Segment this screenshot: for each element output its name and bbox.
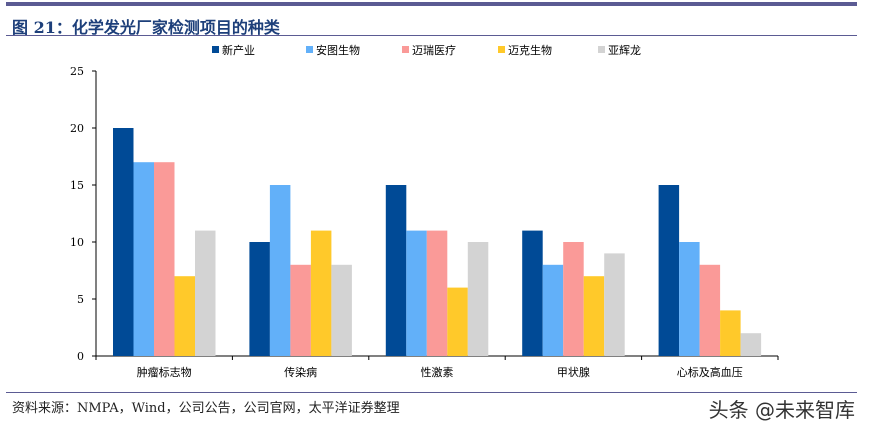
bar-迈克生物-性激素 bbox=[447, 287, 468, 356]
legend-label: 迈克生物 bbox=[508, 43, 552, 57]
chart-title: 图 21：化学发光厂家检测项目的种类 bbox=[12, 18, 280, 37]
y-tick-label: 15 bbox=[70, 179, 84, 192]
y-tick-label: 0 bbox=[77, 350, 84, 363]
x-tick-label: 性激素 bbox=[421, 365, 454, 379]
bar-亚辉龙-传染病 bbox=[331, 264, 352, 356]
watermark: 头条 @未来智库 bbox=[708, 398, 855, 422]
bar-新产业-传染病 bbox=[249, 242, 270, 356]
bar-安图生物-传染病 bbox=[269, 185, 291, 356]
bar-迈克生物-心标及高血压 bbox=[720, 310, 741, 356]
bar-安图生物-甲状腺 bbox=[542, 264, 564, 356]
bar-亚辉龙-心标及高血压 bbox=[740, 333, 762, 356]
title-divider bbox=[6, 35, 857, 36]
bar-新产业-性激素 bbox=[385, 185, 407, 356]
y-tick-label: 20 bbox=[70, 122, 84, 135]
bar-迈瑞医疗-心标及高血压 bbox=[699, 264, 721, 356]
y-tick-label: 25 bbox=[70, 65, 84, 78]
bar-安图生物-性激素 bbox=[406, 230, 427, 356]
bar-安图生物-心标及高血压 bbox=[679, 242, 700, 356]
x-tick-label: 心标及高血压 bbox=[677, 365, 743, 379]
bar-迈瑞医疗-传染病 bbox=[290, 264, 311, 356]
bar-迈瑞医疗-甲状腺 bbox=[563, 242, 584, 356]
source-divider bbox=[6, 392, 857, 393]
x-tick-label: 传染病 bbox=[284, 365, 317, 379]
bar-亚辉龙-肿瘤标志物 bbox=[195, 230, 216, 356]
legend-swatch bbox=[598, 46, 605, 53]
legend-label: 亚辉龙 bbox=[608, 44, 641, 57]
legend-swatch bbox=[212, 46, 219, 53]
bar-新产业-心标及高血压 bbox=[658, 185, 680, 356]
bar-亚辉龙-性激素 bbox=[467, 242, 489, 356]
x-tick-label: 肿瘤标志物 bbox=[137, 365, 192, 379]
bar-迈克生物-肿瘤标志物 bbox=[174, 276, 195, 356]
y-tick-label: 5 bbox=[77, 293, 84, 306]
bar-迈瑞医疗-性激素 bbox=[426, 230, 448, 356]
legend-label: 安图生物 bbox=[316, 43, 360, 57]
legend-swatch bbox=[498, 46, 505, 53]
bar-新产业-甲状腺 bbox=[522, 230, 543, 356]
top-border bbox=[6, 2, 857, 6]
bar-安图生物-肿瘤标志物 bbox=[133, 162, 154, 356]
legend-label: 迈瑞医疗 bbox=[412, 43, 456, 57]
legend-label: 新产业 bbox=[222, 43, 255, 57]
y-tick-label: 10 bbox=[70, 236, 84, 249]
x-tick-label: 甲状腺 bbox=[557, 365, 590, 379]
source-note: 资料来源：NMPA，Wind，公司公告，公司官网，太平洋证券整理 bbox=[12, 401, 400, 416]
bar-迈瑞医疗-肿瘤标志物 bbox=[154, 162, 175, 356]
bar-亚辉龙-甲状腺 bbox=[604, 253, 625, 356]
legend-swatch bbox=[306, 46, 313, 53]
legend-swatch bbox=[402, 46, 409, 53]
bar-新产业-肿瘤标志物 bbox=[113, 128, 134, 356]
bar-迈克生物-甲状腺 bbox=[583, 276, 605, 356]
bar-迈克生物-传染病 bbox=[310, 230, 332, 356]
